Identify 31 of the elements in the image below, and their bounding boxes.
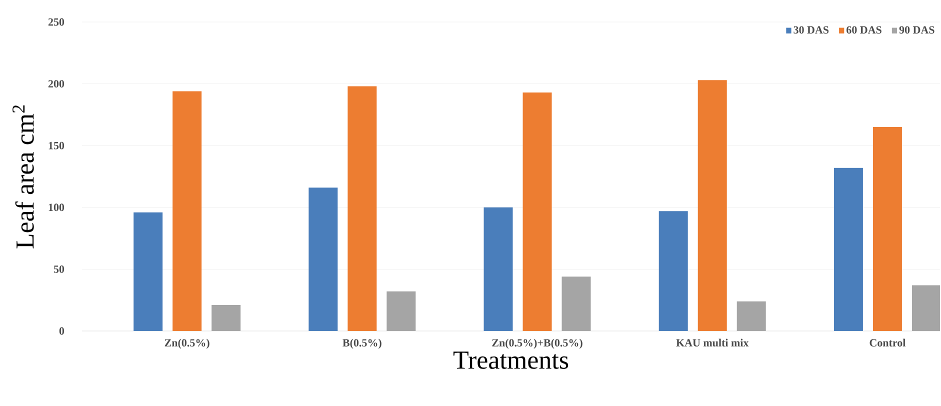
bar — [698, 80, 727, 331]
bar — [212, 305, 241, 331]
bar — [348, 86, 377, 331]
y-tick-label: 150 — [48, 142, 64, 150]
x-tick-label: KAU multi mix — [676, 338, 749, 347]
bar — [912, 285, 940, 331]
legend-label: 90 DAS — [899, 26, 934, 34]
bar — [172, 91, 202, 331]
bar — [736, 301, 766, 331]
legend-label: 60 DAS — [846, 26, 882, 34]
x-tick-label: B(0.5%) — [342, 338, 382, 349]
y-tick-label: 250 — [48, 18, 64, 26]
x-tick-label: Control — [870, 338, 906, 347]
y-tick-label: 50 — [54, 265, 64, 273]
bar — [658, 211, 688, 331]
bar — [134, 212, 163, 331]
x-axis-title: Treatments — [453, 352, 568, 369]
y-tick-label: 100 — [48, 204, 64, 212]
y-tick-label: 0 — [59, 327, 64, 335]
bar — [872, 127, 902, 331]
bar — [522, 92, 552, 331]
bar — [386, 291, 416, 331]
x-tick-label: Zn(0.5%) — [164, 338, 210, 349]
bar — [308, 188, 338, 331]
y-axis-title: Leaf area cm$^{2}$ — [12, 105, 34, 248]
bar — [484, 207, 513, 331]
bar — [834, 168, 863, 331]
x-tick-label: Zn(0.5%)+B(0.5%) — [492, 338, 582, 349]
y-tick-label: 200 — [48, 80, 64, 88]
bar — [562, 276, 591, 331]
legend-label: 30 DAS — [794, 26, 829, 34]
